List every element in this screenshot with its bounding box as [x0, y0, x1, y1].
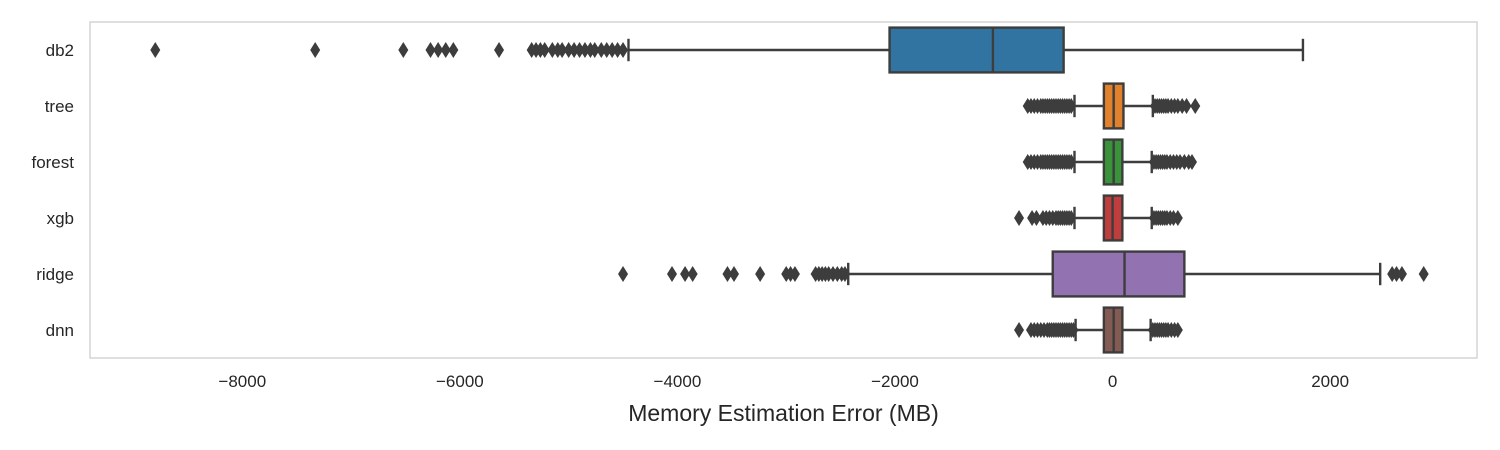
outlier-point [494, 42, 505, 58]
outlier-point [557, 42, 568, 58]
outlier-point [1066, 210, 1077, 226]
outlier-point [1031, 210, 1042, 226]
outlier-point [596, 42, 607, 58]
x-tick-labels: −8000 −6000 −4000 −2000 0 2000 [218, 372, 1349, 391]
box-group-xgb [1014, 194, 1183, 242]
x-axis-title: Memory Estimation Error (MB) [628, 400, 939, 426]
outlier-point [433, 42, 444, 58]
box-group-db2 [150, 26, 1305, 74]
x-tick-label: 0 [1108, 372, 1117, 391]
box-group-forest [1022, 138, 1197, 186]
y-tick-label-forest: forest [31, 153, 74, 172]
outlier-point [563, 42, 574, 58]
outlier-point [310, 42, 321, 58]
outlier-point [1014, 322, 1025, 338]
outlier-point [579, 42, 590, 58]
outlier-point [601, 42, 612, 58]
outlier-point [618, 266, 629, 282]
outlier-point [1066, 154, 1077, 170]
y-tick-label-dnn: dnn [46, 321, 74, 340]
outlier-point [729, 266, 740, 282]
boxes-layer [150, 26, 1429, 354]
outlier-point [1068, 322, 1079, 338]
outlier-point [574, 42, 585, 58]
outlier-point [440, 42, 451, 58]
outlier-point [755, 266, 766, 282]
x-tick-label: −6000 [436, 372, 484, 391]
outlier-point [539, 42, 550, 58]
outlier-point [589, 42, 600, 58]
x-tick-label: −8000 [218, 372, 266, 391]
outlier-point [666, 266, 677, 282]
outlier-point [722, 266, 733, 282]
box-group-ridge [618, 250, 1429, 298]
outlier-point [398, 42, 409, 58]
box-iqr [1051, 250, 1186, 298]
outlier-point [1418, 266, 1429, 282]
outlier-point [1181, 98, 1192, 114]
outlier-point [1172, 322, 1183, 338]
outlier-point [1186, 154, 1197, 170]
x-tick-label: 2000 [1311, 372, 1349, 391]
outlier-point [1014, 210, 1025, 226]
outlier-point [1190, 98, 1201, 114]
outlier-point [569, 42, 580, 58]
outlier-point [789, 266, 800, 282]
outlier-point [680, 266, 691, 282]
x-tick-label: −4000 [654, 372, 702, 391]
outlier-point [607, 42, 618, 58]
outlier-point [839, 266, 850, 282]
box-group-dnn [1014, 306, 1183, 354]
outlier-point [1066, 98, 1077, 114]
box-iqr [888, 26, 1065, 74]
box-group-tree [1022, 82, 1201, 130]
x-tick-label: −2000 [871, 372, 919, 391]
plot-frame [89, 21, 1478, 359]
outlier-point [448, 42, 459, 58]
y-tick-label-xgb: xgb [47, 209, 74, 228]
y-tick-label-db2: db2 [46, 41, 74, 60]
outlier-point [618, 42, 629, 58]
outlier-point [1391, 266, 1402, 282]
outlier-point [1396, 266, 1407, 282]
y-tick-label-ridge: ridge [36, 265, 74, 284]
y-tick-label-tree: tree [45, 97, 74, 116]
outlier-point [1172, 210, 1183, 226]
outlier-point [425, 42, 436, 58]
outlier-point [150, 42, 161, 58]
outlier-point [612, 42, 623, 58]
y-tick-labels: db2 tree forest xgb ridge dnn [31, 41, 74, 340]
outlier-point [547, 42, 558, 58]
outlier-point [687, 266, 698, 282]
